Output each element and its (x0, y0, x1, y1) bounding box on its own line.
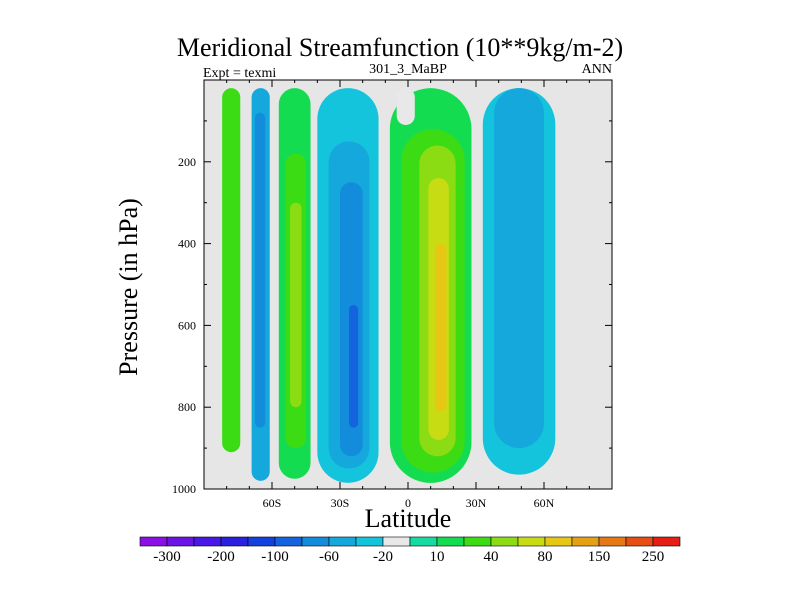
colorbar-label: 10 (430, 549, 445, 565)
colorbar: -300 -200 -100 -60 -20 10 40 80 150 250 (139, 536, 681, 565)
x-tick-label: 60S (263, 496, 282, 510)
colorbar-swatch (490, 536, 519, 547)
colorbar-swatch (544, 536, 573, 547)
colorbar-swatch (652, 536, 681, 547)
colorbar-label: -200 (207, 549, 235, 565)
y-tick-label: 800 (178, 400, 196, 414)
colorbar-label: -20 (373, 549, 393, 565)
colorbar-swatch (328, 536, 357, 547)
colorbar-label: -100 (261, 549, 289, 565)
colorbar-label: 40 (484, 549, 499, 565)
colorbar-swatch (598, 536, 627, 547)
colorbar-label: 150 (588, 549, 611, 565)
colorbar-swatch (274, 536, 303, 547)
colorbar-label: 250 (642, 549, 665, 565)
colorbar-swatch (436, 536, 465, 547)
colorbar-swatch (355, 536, 384, 547)
colorbar-swatch (139, 536, 168, 547)
x-tick-label: 0 (405, 496, 411, 510)
x-tick-label: 30N (466, 496, 487, 510)
cell-polar-small (396, 88, 415, 125)
cell-45s-inner (290, 202, 302, 408)
season-label: ANN (582, 62, 612, 77)
colorbar-swatch (517, 536, 546, 547)
cell-80s-positive (222, 88, 241, 453)
y-tick-label: 400 (178, 237, 196, 251)
colorbar-swatch (571, 536, 600, 547)
y-axis-label: Pressure (in hPa) (114, 198, 143, 376)
colorbar-swatch (166, 536, 195, 547)
run-label: 301_3_MaBP (369, 62, 447, 77)
cell-10n-center (435, 243, 447, 412)
colorbar-swatch (625, 536, 654, 547)
x-tick-label: 60N (534, 496, 555, 510)
colorbar-swatch (409, 536, 438, 547)
colorbar-swatch (247, 536, 276, 547)
experiment-label: Expt = texmi (203, 66, 276, 81)
colorbar-swatch (301, 536, 330, 547)
cell-20s-inner (349, 304, 359, 428)
colorbar-swatch (193, 536, 222, 547)
chart-title: Meridional Streamfunction (10**9kg/m-2) (177, 33, 623, 62)
axes: 60S 30S 0 30N 60N 200 400 600 800 1000 (172, 79, 613, 510)
cell-65s-core (255, 112, 266, 428)
x-axis-label: Latitude (365, 504, 452, 533)
x-tick-label: 30S (331, 496, 350, 510)
y-tick-label: 200 (178, 155, 196, 169)
colorbar-label: -60 (319, 549, 339, 565)
colorbar-label: -300 (153, 549, 181, 565)
cell-45n-core (494, 88, 544, 449)
y-tick-label: 600 (178, 318, 196, 332)
plot-area (204, 80, 612, 489)
y-tick-label: 1000 (172, 482, 196, 496)
colorbar-swatch (220, 536, 249, 547)
colorbar-swatch (463, 536, 492, 547)
colorbar-swatch (382, 536, 411, 547)
colorbar-label: 80 (538, 549, 553, 565)
